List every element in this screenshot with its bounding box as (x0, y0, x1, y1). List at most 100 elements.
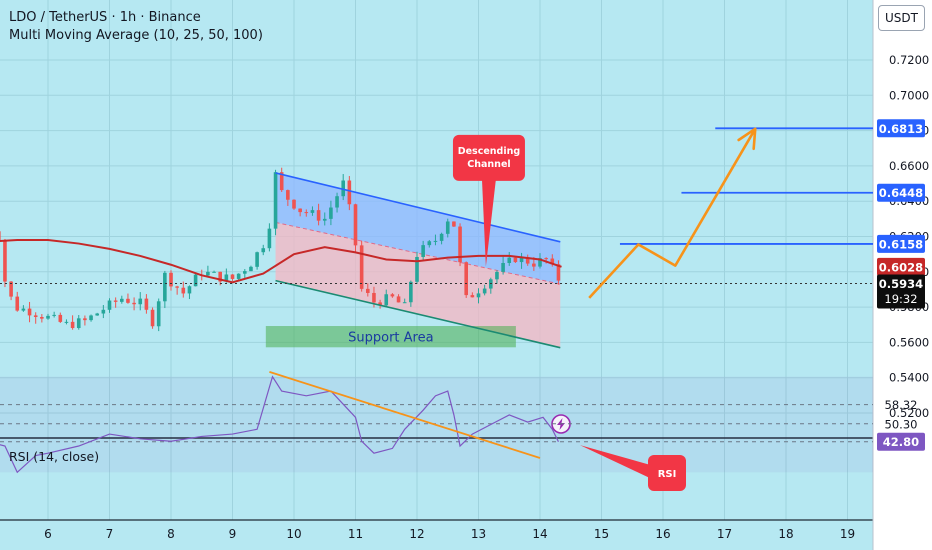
candle-body (409, 281, 413, 303)
candle-body (95, 313, 99, 316)
last-price-tag (877, 274, 925, 309)
candle-body (316, 210, 321, 221)
rsi-callout-label: RSI (658, 469, 677, 480)
candle-body (64, 321, 69, 323)
callout-pointer (481, 178, 496, 267)
candle-body (292, 199, 296, 209)
candle-body (163, 272, 167, 302)
candle-body (83, 318, 87, 321)
candle-body (470, 295, 475, 298)
price-tick-label: 0.5200 (889, 406, 929, 420)
chart-title: LDO / TetherUS · 1h · Binance (9, 10, 201, 25)
candle-body (212, 271, 216, 273)
candle-body (402, 302, 407, 304)
candle-body (107, 300, 112, 310)
indicator-label: Multi Moving Average (10, 25, 50, 100) (9, 28, 263, 43)
candle-body (89, 315, 93, 321)
time-tick-label: 16 (655, 527, 670, 541)
candle-body (433, 240, 438, 242)
candle-body (206, 271, 210, 276)
candle-body (113, 300, 118, 302)
price-tick-label: 0.5600 (889, 335, 929, 349)
candle-body (341, 180, 345, 197)
rsi-trendline (269, 371, 541, 459)
moving-average-line (0, 239, 562, 284)
rsi-tick-label: 50.30 (885, 417, 918, 431)
candle-body (101, 309, 106, 314)
candle-body (335, 196, 339, 208)
candle-body (230, 274, 235, 279)
candle-body (482, 288, 487, 294)
target-level-tag (877, 119, 925, 138)
candle-body (46, 315, 50, 319)
candle-body (15, 296, 20, 311)
candle-body (476, 293, 481, 298)
rsi-callout-box (648, 455, 686, 491)
rsi-current-tag (877, 432, 925, 451)
support-area-label: Support Area (348, 331, 433, 346)
candle-body (544, 258, 548, 260)
candle-body (501, 262, 505, 272)
candle-body (464, 262, 468, 296)
rsi-label: RSI (14, close) (9, 449, 99, 464)
candle-body (322, 218, 327, 221)
callout-box (452, 134, 525, 181)
candle-body (52, 314, 56, 316)
candle-body (445, 221, 450, 234)
candle-body (243, 271, 247, 274)
candle-body (286, 190, 290, 200)
time-tick-label: 18 (778, 527, 793, 541)
currency-button[interactable]: USDT (878, 5, 925, 31)
candle-body (33, 315, 38, 317)
candle-body (76, 318, 81, 329)
candle-body (427, 241, 432, 246)
target-level-label: 0.6448 (879, 186, 923, 200)
time-tick-label: 12 (409, 527, 424, 541)
candle-body (249, 266, 253, 272)
candle-body (347, 180, 352, 205)
price-tick-label: 0.7000 (889, 88, 929, 102)
time-tick-label: 8 (167, 527, 175, 541)
candle-body (396, 296, 401, 303)
candle-body (550, 258, 555, 265)
target-level-label: 0.6813 (879, 122, 923, 136)
candles (0, 167, 561, 332)
time-tick-label: 7 (106, 527, 114, 541)
candle-body (40, 316, 44, 319)
candle-body (126, 298, 130, 303)
time-tick-label: 17 (717, 527, 732, 541)
candle-body (329, 207, 333, 219)
candle-body (532, 263, 536, 267)
target-level-label: 0.6158 (879, 237, 923, 251)
candle-body (156, 301, 161, 327)
candle-body (261, 248, 266, 253)
ma-value-label: 0.6028 (879, 260, 923, 274)
candle-body (193, 274, 198, 287)
candle-body (279, 172, 284, 191)
candle-body (27, 308, 32, 316)
rsi-tick-label: 58.32 (885, 398, 918, 412)
candle-body (267, 228, 272, 249)
candle-body (187, 286, 192, 294)
candle-body (132, 302, 136, 305)
rsi-current-label: 42.80 (883, 435, 919, 449)
target-level-tag (877, 234, 925, 253)
candle-body (421, 245, 425, 257)
candle-body (519, 257, 524, 263)
callout-text-line: Descending (458, 146, 520, 157)
time-tick-label: 19 (840, 527, 855, 541)
candle-body (513, 257, 518, 263)
candle-body (0, 231, 1, 241)
price-tick-label: 0.7200 (889, 53, 929, 67)
channel-top-line (275, 172, 561, 243)
candle-body (9, 281, 13, 297)
candle-body (452, 221, 456, 227)
target-level-tag (877, 183, 925, 202)
price-tick-label: 0.5400 (889, 371, 929, 385)
time-tick-label: 10 (286, 527, 301, 541)
candle-body (359, 245, 364, 289)
candle-body (353, 204, 358, 246)
price-tick-label: 0.6600 (889, 159, 929, 173)
